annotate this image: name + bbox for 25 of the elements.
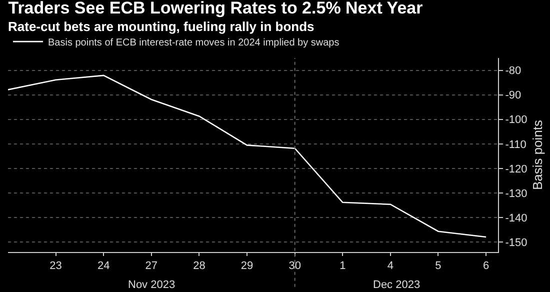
- y-tick-label: -150: [505, 237, 528, 250]
- y-tick-label: -110: [505, 138, 526, 151]
- y-tick-label: -130: [505, 188, 528, 200]
- y-axis-title: Basis points: [530, 119, 545, 190]
- y-tick-label: -120: [505, 163, 528, 176]
- legend-label: Basis points of ECB interest-rate moves in 2024 implied by swaps: [48, 37, 340, 48]
- x-tick-label: 29: [240, 260, 254, 272]
- x-tick-label: 30: [288, 260, 301, 272]
- line-series: [8, 74, 487, 238]
- x-tick-label: 6: [482, 260, 490, 272]
- x-tick-label: 27: [145, 260, 158, 272]
- x-tick-label: 5: [435, 260, 442, 272]
- y-tick-label: -90: [505, 90, 522, 102]
- chart-subtitle: Rate-cut bets are mounting, fueling rally in bonds: [8, 19, 314, 34]
- y-tick-label: -100: [505, 114, 528, 126]
- x-tick-label: 1: [340, 260, 346, 272]
- y-tick-label: -140: [505, 212, 528, 224]
- x-tick-label: 28: [193, 260, 206, 272]
- text: Dec 2023: [373, 279, 420, 291]
- x-tick-label: 24: [97, 260, 110, 272]
- x-tick-label: 23: [50, 260, 62, 272]
- text: Nov 2023: [128, 279, 176, 291]
- x-tick-label: 4: [387, 260, 394, 272]
- chart-title: Traders See ECB Lowering Rates to 2.5% Next Year: [8, 0, 424, 18]
- y-tick-label: -80: [505, 65, 522, 78]
